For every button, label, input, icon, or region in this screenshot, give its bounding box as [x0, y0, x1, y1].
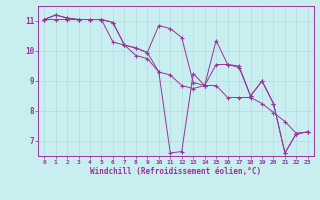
- X-axis label: Windchill (Refroidissement éolien,°C): Windchill (Refroidissement éolien,°C): [91, 167, 261, 176]
